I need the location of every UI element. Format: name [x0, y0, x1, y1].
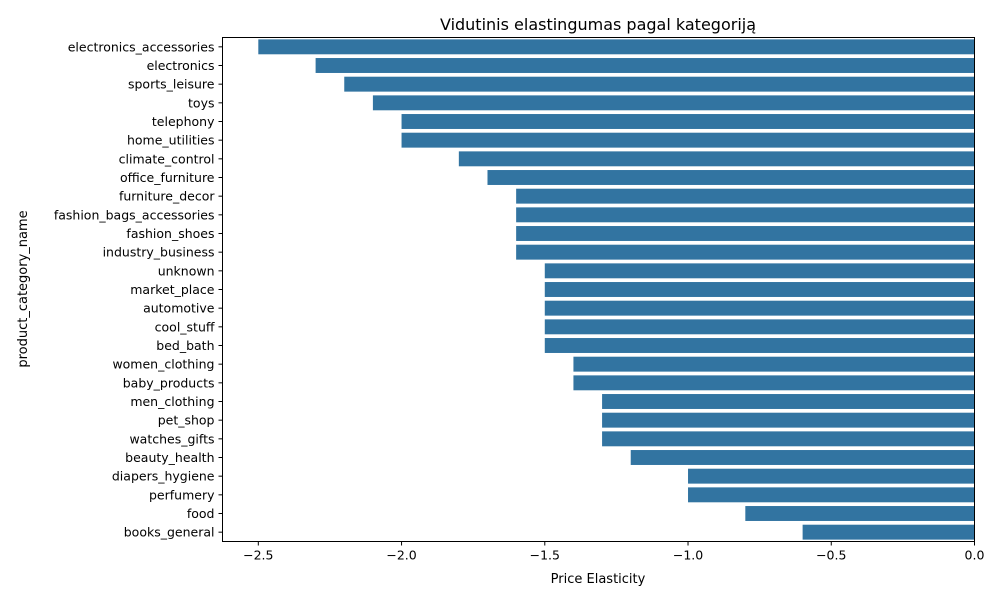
- bar-fashion-bags-accessories: [516, 207, 975, 223]
- y-tick-label: pet_shop: [158, 413, 215, 428]
- bar-fashion-shoes: [516, 226, 975, 241]
- y-tick-label: perfumery: [149, 487, 215, 502]
- bar-diapers-hygiene: [688, 468, 975, 484]
- y-tick-label: books_general: [124, 525, 215, 540]
- bar-men-clothing: [602, 394, 975, 409]
- y-axis-ticks: electronics_accessories electronics sports…: [54, 39, 223, 540]
- bar-women-clothing: [573, 356, 975, 372]
- y-tick-label: women_clothing: [112, 357, 214, 372]
- y-tick-label: office_furniture: [120, 170, 215, 185]
- chart-title: Vidutinis elastingumas pagal kategoriją: [440, 15, 756, 34]
- y-tick-label: electronics_accessories: [68, 39, 215, 54]
- y-tick-label: baby_products: [123, 375, 215, 390]
- y-tick-label: fashion_shoes: [126, 226, 214, 241]
- bar-automotive: [544, 300, 975, 316]
- bar-office-furniture: [487, 170, 975, 185]
- plot-frame: [222, 37, 975, 542]
- bar-market-place: [544, 282, 975, 297]
- bar-home-utilities: [401, 132, 975, 148]
- x-axis-label: Price Elasticity: [551, 572, 646, 587]
- bars-group: [258, 39, 975, 540]
- y-tick-label: food: [187, 506, 215, 521]
- y-tick-label: home_utilities: [127, 133, 215, 148]
- y-tick-label: beauty_health: [125, 450, 214, 465]
- bar-unknown: [544, 263, 975, 279]
- bar-pet-shop: [602, 412, 975, 428]
- y-tick-label: climate_control: [119, 151, 215, 166]
- x-tick-label: −2.0: [386, 548, 416, 563]
- bar-industry-business: [516, 244, 975, 260]
- y-tick-label: telephony: [152, 114, 215, 129]
- bar-cool-stuff: [544, 319, 975, 335]
- y-tick-label: watches_gifts: [129, 431, 214, 446]
- bar-climate-control: [458, 151, 975, 167]
- y-tick-label: diapers_hygiene: [112, 469, 215, 484]
- bar-sports-leisure: [344, 76, 975, 92]
- bar-electronics: [315, 58, 975, 73]
- bar-electronics-accessories: [258, 39, 975, 55]
- bar-bed-bath: [544, 338, 975, 353]
- y-tick-label: unknown: [158, 263, 215, 278]
- x-axis-ticks: −2.5 −2.0 −1.5 −1.0 −0.5 0.0: [243, 541, 985, 563]
- bar-watches-gifts: [602, 431, 975, 447]
- x-tick-label: −1.0: [673, 548, 703, 563]
- bar-perfumery: [688, 487, 975, 503]
- bar-furniture-decor: [516, 188, 975, 204]
- y-tick-label: market_place: [130, 282, 215, 297]
- y-tick-label: sports_leisure: [128, 77, 215, 92]
- y-axis-label: product_category_name: [16, 210, 31, 367]
- y-tick-label: fashion_bags_accessories: [54, 207, 215, 222]
- bar-beauty-health: [630, 450, 975, 465]
- bar-baby-products: [573, 375, 975, 391]
- y-tick-label: automotive: [143, 301, 215, 316]
- bar-telephony: [401, 114, 975, 129]
- x-tick-label: 0.0: [965, 548, 985, 563]
- x-tick-label: −1.5: [530, 548, 560, 563]
- y-tick-label: cool_stuff: [155, 319, 215, 334]
- y-tick-label: men_clothing: [130, 394, 214, 409]
- y-tick-label: furniture_decor: [119, 189, 215, 204]
- x-tick-label: −2.5: [243, 548, 273, 563]
- x-tick-label: −0.5: [816, 548, 846, 563]
- y-tick-label: industry_business: [103, 245, 215, 260]
- bar-food: [745, 506, 975, 521]
- y-tick-label: toys: [188, 95, 214, 110]
- bar-books-general: [802, 524, 975, 540]
- y-tick-label: electronics: [147, 58, 215, 73]
- bar-toys: [372, 95, 975, 111]
- y-tick-label: bed_bath: [156, 338, 214, 353]
